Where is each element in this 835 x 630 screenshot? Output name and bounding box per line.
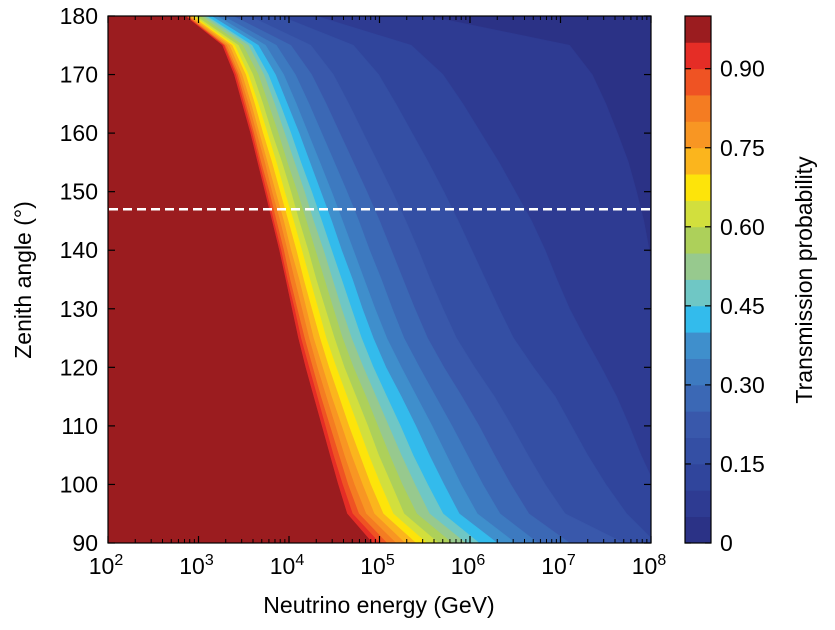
contour-band-0.95 <box>108 16 373 543</box>
colorbar-tick-label: 0.90 <box>720 56 765 82</box>
plot-area <box>107 15 652 544</box>
x-tick-label: 107 <box>541 552 576 579</box>
x-tick-exponent: 2 <box>114 552 123 569</box>
colorbar-swatch <box>685 490 711 518</box>
colorbar-frame <box>684 15 712 544</box>
colorbar-swatch <box>685 95 711 122</box>
colorbar-swatch <box>685 174 711 201</box>
colorbar-label: Transmission probability <box>791 156 817 404</box>
colorbar-swatch <box>685 384 711 412</box>
x-tick-exponent: 8 <box>657 552 666 569</box>
colorbar-swatch <box>685 463 711 491</box>
colorbar-swatch <box>685 42 711 70</box>
colorbar-swatch <box>685 332 711 359</box>
y-tick-label: 140 <box>60 237 98 263</box>
x-tick-exponent: 6 <box>476 552 485 569</box>
y-tick-label: 180 <box>60 3 98 29</box>
x-tick-exponent: 7 <box>567 552 576 569</box>
x-tick-exponent: 3 <box>205 552 214 569</box>
x-tick-label: 103 <box>179 552 214 579</box>
x-tick-label: 102 <box>89 552 124 579</box>
colorbar-swatch <box>685 147 711 175</box>
x-tick-label: 108 <box>632 552 667 579</box>
colorbar-swatch <box>685 68 711 96</box>
x-axis-label: Neutrino energy (GeV) <box>263 592 494 618</box>
y-tick-label: 130 <box>60 296 98 322</box>
colorbar-swatch <box>685 253 711 280</box>
y-tick-label: 170 <box>60 62 98 88</box>
colorbar-tick-label: 0.75 <box>720 135 765 161</box>
colorbar-tick-label: 0.15 <box>720 451 765 477</box>
colorbar-swatch <box>685 411 711 438</box>
x-tick-exponent: 4 <box>295 552 304 569</box>
y-tick-label: 160 <box>60 120 98 146</box>
colorbar-tick-label: 0 <box>720 530 733 556</box>
y-tick-label: 120 <box>60 354 98 380</box>
y-tick-label: 90 <box>72 530 98 556</box>
colorbar-swatch <box>685 200 711 228</box>
colorbar-tick-label: 0.60 <box>720 214 765 240</box>
y-axis-label: Zenith angle (°) <box>10 201 36 359</box>
colorbar: 0 0.15 0.30 0.45 0.60 0.75 0.90 <box>684 15 765 556</box>
x-tick-label: 106 <box>451 552 486 579</box>
x-tick-label: 104 <box>270 552 305 579</box>
y-tick-label: 150 <box>60 179 98 205</box>
colorbar-segments <box>685 16 711 544</box>
colorbar-swatch <box>685 121 711 149</box>
colorbar-tick-label: 0.45 <box>720 293 765 319</box>
y-axis: 90 100 110 120 130 140 150 160 170 180 <box>60 3 651 556</box>
x-tick-exponent: 5 <box>386 552 395 569</box>
y-tick-label: 100 <box>60 471 98 497</box>
colorbar-swatch <box>685 516 711 544</box>
contour-layers <box>108 16 651 543</box>
x-tick-label: 105 <box>360 552 395 579</box>
colorbar-swatch <box>685 358 711 386</box>
colorbar-tick-label: 0.30 <box>720 372 765 398</box>
colorbar-swatch <box>685 305 711 333</box>
y-tick-label: 110 <box>61 413 98 439</box>
colorbar-ticks: 0 0.15 0.30 0.45 0.60 0.75 0.90 <box>685 56 765 556</box>
colorbar-swatch <box>685 226 711 254</box>
colorbar-swatch <box>685 16 711 43</box>
colorbar-swatch <box>685 437 711 465</box>
colorbar-swatch <box>685 279 711 307</box>
